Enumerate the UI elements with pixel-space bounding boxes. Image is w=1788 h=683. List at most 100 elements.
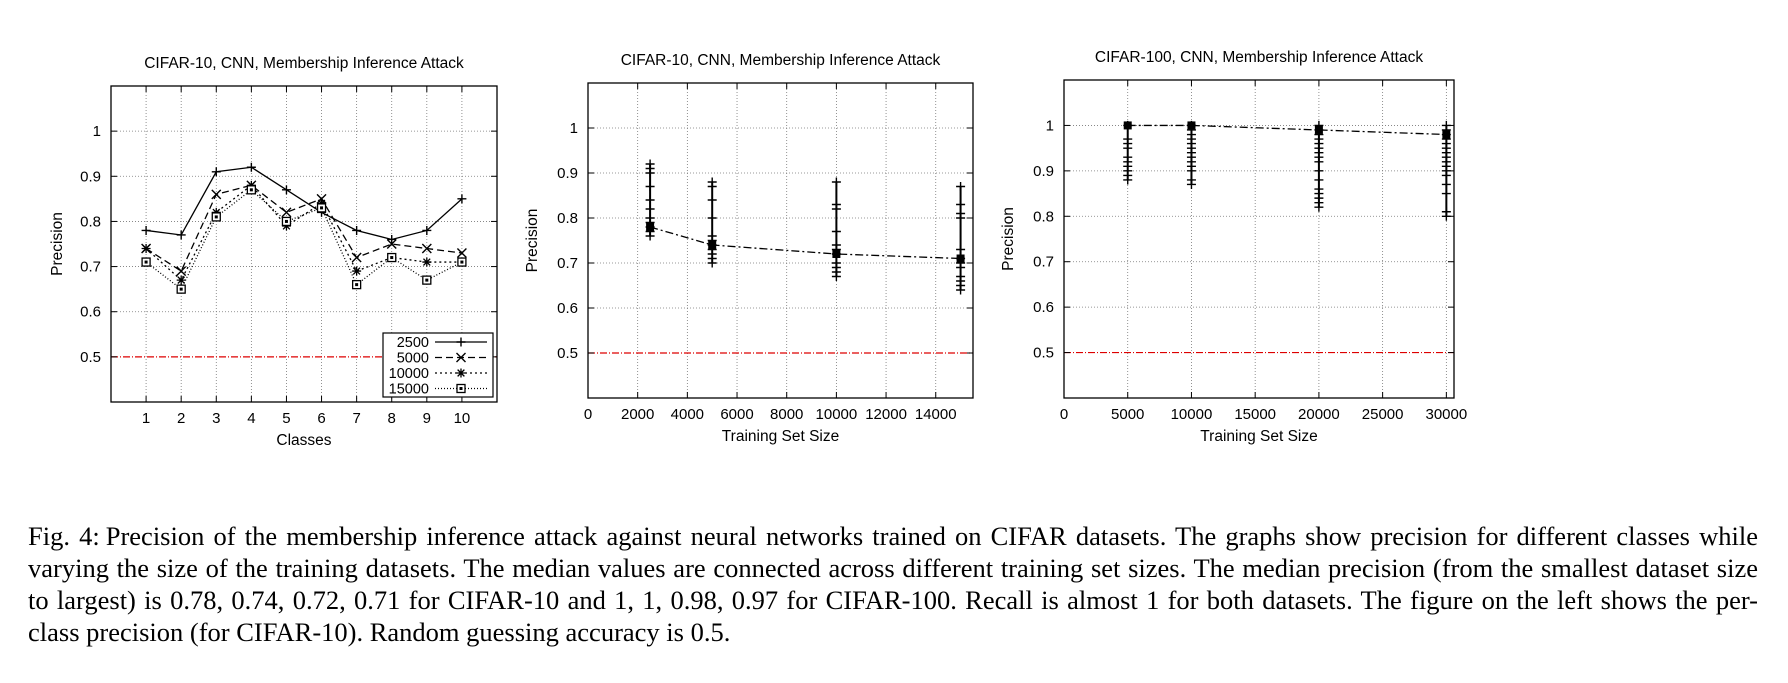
- chart-2-size-15000-median: [956, 254, 965, 263]
- series-10000-point-9: [422, 257, 432, 267]
- series-5000-point-6: [316, 193, 327, 204]
- chart-1-ytick-label-3: 0.8: [80, 213, 101, 230]
- chart-1-ytick-label-0: 0.5: [80, 349, 101, 366]
- chart-1-xtick-label-7: 8: [388, 410, 396, 427]
- chart-2-size-2500-point-6: [645, 204, 655, 214]
- chart-3-xtick-label-1: 5000: [1111, 406, 1144, 423]
- chart-2-size-5000-point-7: [707, 231, 717, 241]
- series-5000: [141, 180, 467, 277]
- chart-3-ytick-label-0: 0.5: [1033, 345, 1054, 362]
- chart-2-ytick-label-2: 0.7: [557, 255, 578, 272]
- chart-1-ytick-label-5: 1: [93, 123, 101, 140]
- chart-3-frame: [1063, 79, 1455, 399]
- chart-3-size-5000-median: [1123, 121, 1132, 130]
- chart-3-ytick-label-1: 0.6: [1033, 299, 1054, 316]
- chart-3-median-line: [1127, 124, 1447, 136]
- chart-1-ytick-label-2: 0.7: [80, 259, 101, 276]
- series-15000-point-6-dot: [320, 206, 324, 210]
- series-15000-point-10-dot: [460, 260, 464, 264]
- chart-1-xtick-label-3: 4: [247, 410, 255, 427]
- chart-1-xtick-label-6: 7: [352, 410, 360, 427]
- chart-3-size-20000-point-6: [1314, 175, 1324, 185]
- series-2500-line: [146, 166, 463, 241]
- chart-3-ylabel: Precision: [1000, 207, 1017, 271]
- chart-2-xtick-label-4: 8000: [770, 406, 803, 423]
- chart-3-size-30000: [1441, 120, 1451, 221]
- chart-2-xtick-label-5: 10000: [816, 406, 858, 423]
- series-5000-point-3: [211, 189, 222, 200]
- chart-2-size-2500-point-8: [645, 182, 655, 191]
- series-2500-point-9: [422, 225, 432, 235]
- figure-caption: Fig. 4: Precision of the membership infer…: [28, 520, 1758, 648]
- chart-2-xtick-label-0: 0: [584, 406, 592, 423]
- chart-1-xlabel: Classes: [276, 432, 331, 449]
- series-2500-point-10: [457, 194, 467, 204]
- series-5000-point-9: [421, 243, 432, 254]
- chart-3-size-10000-median: [1187, 121, 1196, 130]
- chart-2-ytick-label-3: 0.8: [557, 210, 578, 227]
- chart-1-ytick-label-1: 0.6: [80, 304, 101, 321]
- chart-2-grid: [588, 83, 973, 398]
- series-5000-point-7: [351, 252, 362, 263]
- chart-3-size-30000-point-4: [1441, 179, 1451, 189]
- series-15000-point-5-dot: [284, 219, 288, 223]
- chart-1-frame: [110, 85, 498, 403]
- chart-3-size-20000-point-7: [1314, 166, 1324, 176]
- chart-3-size-10000: [1186, 120, 1196, 189]
- chart-3-ytick-label-5: 1: [1046, 117, 1054, 134]
- series-5000-point-5: [281, 207, 292, 218]
- chart-3-size-30000-point-2: [1441, 207, 1451, 217]
- chart-2-size-15000-point-11: [956, 200, 966, 209]
- chart-3-xtick-label-0: 0: [1060, 406, 1068, 423]
- series-2500-point-3: [211, 167, 221, 177]
- chart-3-size-20000-median: [1314, 125, 1323, 134]
- chart-3-size-5000-point-9: [1123, 134, 1133, 144]
- series-10000-point-2: [176, 275, 186, 285]
- chart-2-ytick-label-0: 0.5: [557, 345, 578, 362]
- caption-label: Fig. 4:: [28, 521, 100, 551]
- chart-2-xtick-label-1: 2000: [621, 406, 654, 423]
- chart-2-size-5000-point-9: [707, 195, 717, 205]
- series-2500-point-8: [387, 234, 397, 244]
- chart-2-xtick-label-6: 12000: [865, 406, 907, 423]
- series-15000-point-3-dot: [214, 215, 218, 219]
- legend-label-2500: 2500: [397, 335, 429, 351]
- chart-3-size-5000: [1123, 120, 1133, 185]
- series-10000-point-1: [141, 244, 151, 254]
- chart-3-xlabel: Training Set Size: [1200, 428, 1317, 445]
- series-15000-point-1-dot: [144, 260, 148, 264]
- series-2500: [141, 162, 467, 244]
- series-2500-point-4: [246, 162, 256, 172]
- legend-label-15000: 15000: [389, 382, 429, 398]
- chart-3-size-30000-point-16: [1441, 120, 1451, 130]
- chart-2-xlabel: Training Set Size: [722, 428, 839, 445]
- chart-1-xtick-label-4: 5: [282, 410, 290, 427]
- series-15000-line: [145, 188, 463, 291]
- chart-2-size-10000-point-11: [831, 177, 841, 187]
- chart-3-ytick-label-4: 0.9: [1033, 163, 1054, 180]
- chart-3-title: CIFAR-100, CNN, Membership Inference Att…: [1095, 49, 1423, 66]
- chart-3-xtick-label-4: 20000: [1298, 406, 1340, 423]
- series-5000-point-10: [456, 248, 467, 259]
- chart-2-size-15000-point-10: [956, 209, 966, 218]
- series-2500-point-7: [352, 225, 362, 235]
- legend-label-5000: 5000: [397, 351, 429, 367]
- chart-2-xtick-label-2: 4000: [671, 406, 704, 423]
- series-2500-point-1: [141, 225, 151, 235]
- legend-label-10000: 10000: [389, 366, 429, 382]
- chart-2: 0.5 0.6 0.7 0.8 0.9 1 0 2000 4000 6000 8000 10000 12…: [524, 52, 974, 445]
- chart-3-ytick-label-2: 0.7: [1033, 254, 1054, 271]
- chart-2-size-15000-point-8: [956, 245, 966, 254]
- chart-2-size-2500-median: [646, 223, 655, 231]
- chart-2-frame: [587, 82, 974, 399]
- chart-1-xtick-label-2: 3: [212, 410, 220, 427]
- chart-2-size-10000-point-8: [831, 227, 841, 236]
- series-15000-point-4-dot: [249, 188, 253, 192]
- chart-1-xtick-label-9: 10: [454, 410, 471, 427]
- legend-box: [382, 332, 494, 398]
- chart-2-size-5000-point-8: [707, 213, 717, 223]
- chart-1-xtick-label-0: 1: [142, 410, 150, 427]
- series-5000-line: [145, 184, 462, 273]
